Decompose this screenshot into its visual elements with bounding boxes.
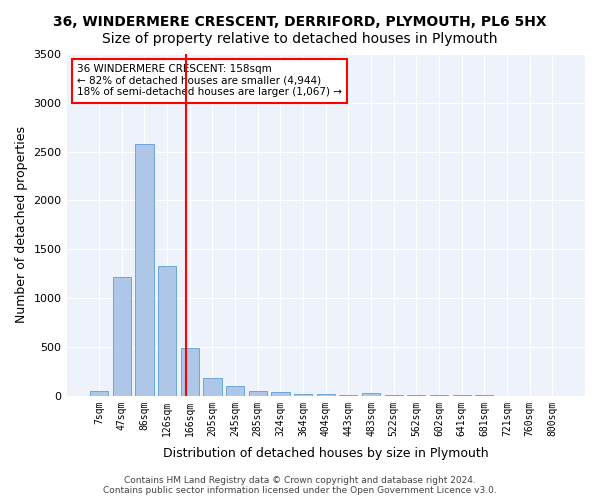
Text: 36 WINDERMERE CRESCENT: 158sqm
← 82% of detached houses are smaller (4,944)
18% : 36 WINDERMERE CRESCENT: 158sqm ← 82% of … <box>77 64 342 98</box>
Bar <box>226 386 244 396</box>
Bar <box>317 394 335 396</box>
Bar <box>271 392 290 396</box>
Bar <box>158 266 176 396</box>
X-axis label: Distribution of detached houses by size in Plymouth: Distribution of detached houses by size … <box>163 447 488 460</box>
Bar <box>385 395 403 396</box>
Bar <box>136 144 154 396</box>
Bar <box>362 393 380 396</box>
Bar <box>113 276 131 396</box>
Bar <box>203 378 221 396</box>
Text: Size of property relative to detached houses in Plymouth: Size of property relative to detached ho… <box>102 32 498 46</box>
Bar <box>181 348 199 396</box>
Bar <box>294 394 312 396</box>
Bar <box>340 395 358 396</box>
Bar <box>249 392 267 396</box>
Text: 36, WINDERMERE CRESCENT, DERRIFORD, PLYMOUTH, PL6 5HX: 36, WINDERMERE CRESCENT, DERRIFORD, PLYM… <box>53 15 547 29</box>
Text: Contains HM Land Registry data © Crown copyright and database right 2024.
Contai: Contains HM Land Registry data © Crown c… <box>103 476 497 495</box>
Bar <box>90 391 108 396</box>
Y-axis label: Number of detached properties: Number of detached properties <box>15 126 28 324</box>
